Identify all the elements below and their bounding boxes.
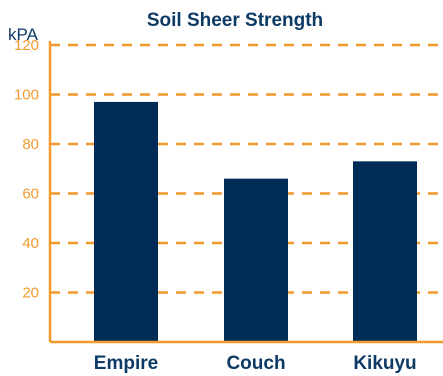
- category-label: Kikuyu: [353, 353, 416, 374]
- bars: [94, 101, 417, 342]
- x-axis-category-labels: Empire Couch Kikuyu: [94, 353, 417, 374]
- category-label: Couch: [226, 353, 285, 374]
- y-tick-label: 120: [14, 37, 39, 54]
- y-tick-label: 40: [22, 235, 39, 252]
- y-tick-label: 80: [22, 136, 39, 153]
- y-axis-unit-label: kPA: [8, 25, 39, 44]
- y-tick-label: 20: [22, 285, 39, 302]
- y-tick-label: 100: [14, 87, 39, 104]
- y-axis-ticks: 20 40 60 80 100 120: [14, 37, 39, 302]
- bar-empire: [94, 101, 158, 342]
- chart-title: Soil Sheer Strength: [147, 10, 323, 31]
- bar-kikuyu: [353, 161, 417, 342]
- bar-couch: [224, 178, 288, 342]
- y-tick-label: 60: [22, 186, 39, 203]
- category-label: Empire: [94, 353, 158, 374]
- axes: [48, 41, 443, 344]
